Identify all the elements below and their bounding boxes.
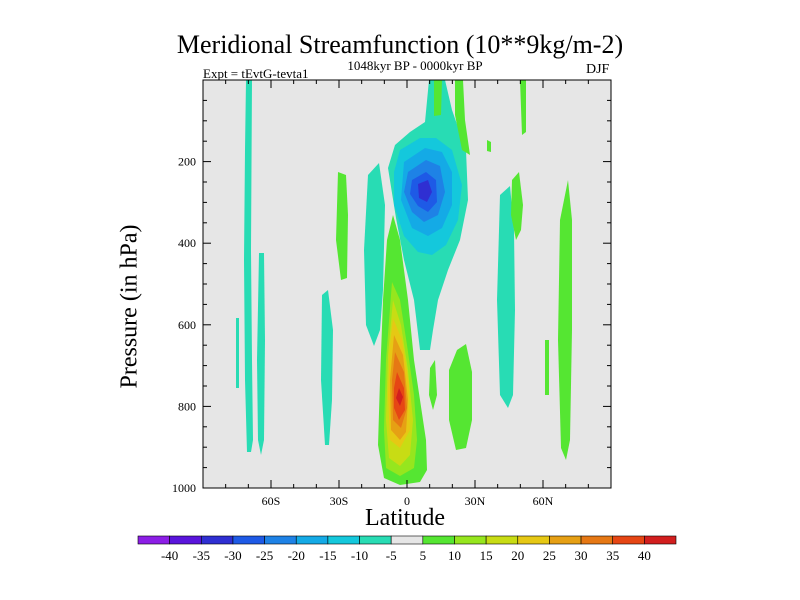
colorbar-label: 5 <box>420 548 427 563</box>
x-axis-label: Latitude <box>365 505 445 531</box>
contour-region <box>244 80 253 452</box>
colorbar-swatch <box>232 535 265 545</box>
contour-region <box>434 80 442 116</box>
contour-region <box>364 163 385 346</box>
x-tick-label: 0 <box>404 494 410 508</box>
contour-region <box>429 360 437 410</box>
contour-region <box>257 253 265 455</box>
x-tick-label: 60N <box>533 494 554 508</box>
colorbar-label: 35 <box>606 548 619 563</box>
x-tick-label: 60S <box>262 494 281 508</box>
contour-region <box>321 290 333 445</box>
colorbar-label: 30 <box>575 548 588 563</box>
chart-title: Meridional Streamfunction (10**9kg/m-2) <box>176 30 624 59</box>
colorbar-swatch <box>200 535 234 545</box>
colorbar: -40 -35 -30 -25 -20 -15 -10 -5 5 10 15 20 25 30 35 40 <box>137 535 677 563</box>
contour-region <box>511 172 523 240</box>
contour-region <box>336 172 348 280</box>
x-axis-ticks: 60S 30S 0 30N 60N <box>202 80 612 508</box>
colorbar-label: -10 <box>351 548 368 563</box>
y-tick-label: 1000 <box>172 481 196 495</box>
contour-fills <box>236 80 572 485</box>
colorbar-swatch <box>485 535 519 545</box>
colorbar-swatch <box>137 535 170 545</box>
contour-region <box>236 318 239 388</box>
x-tick-label: 30S <box>330 494 349 508</box>
colorbar-label: -40 <box>161 548 178 563</box>
contour-region <box>455 80 470 155</box>
colorbar-swatch <box>549 535 582 545</box>
contour-region <box>396 388 403 406</box>
y-axis-label: Pressure (in hPa) <box>116 224 143 389</box>
colorbar-swatch <box>644 535 677 545</box>
contour-region <box>487 140 491 152</box>
colorbar-swatch <box>359 535 392 545</box>
contour-region <box>520 80 526 135</box>
colorbar-swatch <box>295 535 329 545</box>
colorbar-swatch <box>454 535 487 545</box>
colorbar-swatch <box>422 535 455 545</box>
chart-subtitle: 1048kyr BP - 0000kyr BP <box>347 58 483 73</box>
y-tick-label: 200 <box>178 155 196 169</box>
colorbar-swatch <box>169 535 202 545</box>
contour-region <box>418 180 432 202</box>
colorbar-label: 10 <box>448 548 461 563</box>
contour-region <box>449 344 472 450</box>
colorbar-swatch <box>264 535 297 545</box>
x-tick-label: 30N <box>465 494 486 508</box>
colorbar-label: -25 <box>256 548 273 563</box>
y-tick-label: 400 <box>178 236 196 250</box>
colorbar-label: -5 <box>386 548 397 563</box>
colorbar-swatch <box>390 535 424 545</box>
experiment-label: Expt = tEvtG-tevta1 <box>203 66 309 81</box>
colorbar-label: -35 <box>193 548 210 563</box>
colorbar-swatch <box>327 535 360 545</box>
colorbar-label: 20 <box>511 548 524 563</box>
contour-region <box>497 186 515 408</box>
colorbar-swatch <box>517 535 550 545</box>
colorbar-label: -15 <box>319 548 336 563</box>
colorbar-swatch <box>612 535 645 545</box>
y-tick-label: 600 <box>178 318 196 332</box>
season-label: DJF <box>586 62 610 77</box>
colorbar-label: -20 <box>288 548 305 563</box>
colorbar-label: 25 <box>543 548 556 563</box>
colorbar-label: -30 <box>224 548 241 563</box>
y-tick-label: 800 <box>178 399 196 413</box>
contour-region <box>545 340 549 395</box>
colorbar-swatch <box>580 535 614 545</box>
colorbar-label: 15 <box>480 548 493 563</box>
y-axis-ticks: 200 400 600 800 1000 <box>172 79 611 495</box>
colorbar-label: 40 <box>638 548 651 563</box>
contour-region <box>558 180 572 460</box>
